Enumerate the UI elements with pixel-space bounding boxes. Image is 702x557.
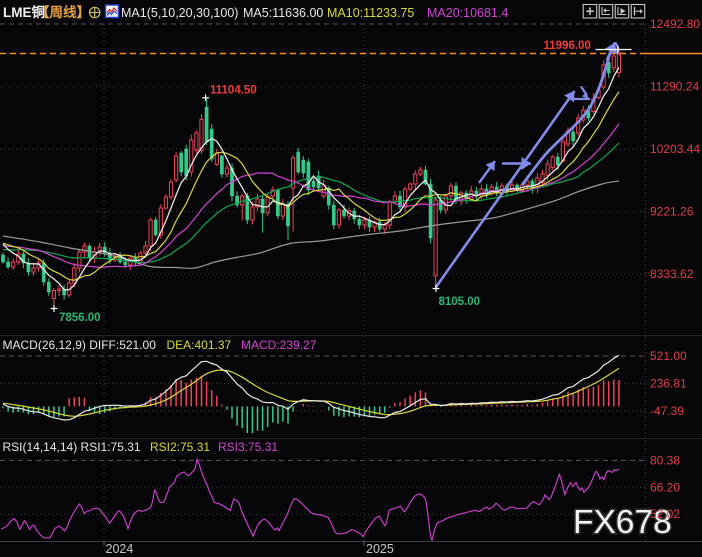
svg-text:MA20:10681.4: MA20:10681.4 [427,6,508,20]
svg-text:11104.50: 11104.50 [210,85,257,97]
svg-text:7856.00: 7856.00 [59,312,101,324]
svg-text:12492.80: 12492.80 [650,17,700,31]
svg-text:11996.00: 11996.00 [544,40,591,52]
svg-text:2024: 2024 [106,542,134,556]
svg-text:DEA:401.37: DEA:401.37 [167,338,232,352]
svg-text:-47.39: -47.39 [650,404,684,418]
svg-text:8105.00: 8105.00 [439,296,481,308]
svg-text:LME铜: LME铜 [3,4,45,20]
svg-text:8333.62: 8333.62 [650,267,694,281]
svg-text:RSI(14,14,14) RSI1:75.31: RSI(14,14,14) RSI1:75.31 [3,440,141,454]
svg-text:236.81: 236.81 [650,377,687,391]
svg-text:【周线】: 【周线】 [36,4,90,20]
svg-text:MA1(5,10,20,30,100): MA1(5,10,20,30,100) [121,6,238,20]
svg-text:66.20: 66.20 [650,480,680,494]
svg-text:FX678: FX678 [573,504,672,541]
svg-text:9221.26: 9221.26 [650,205,694,219]
svg-text:10203.44: 10203.44 [650,142,700,156]
svg-text:MA10:11233.75: MA10:11233.75 [327,6,414,20]
svg-text:2025: 2025 [366,542,394,556]
svg-text:MA5:11636.00: MA5:11636.00 [243,6,323,20]
svg-text:521.00: 521.00 [650,349,687,363]
svg-text:80.38: 80.38 [650,453,680,467]
svg-text:52.02: 52.02 [650,507,680,521]
svg-text:RSI3:75.31: RSI3:75.31 [218,440,278,454]
svg-text:11290.24: 11290.24 [650,80,699,94]
svg-text:MACD:239.27: MACD:239.27 [241,338,317,352]
svg-text:MACD(26,12,9) DIFF:521.00: MACD(26,12,9) DIFF:521.00 [3,338,157,352]
svg-text:RSI2:75.31: RSI2:75.31 [150,440,210,454]
